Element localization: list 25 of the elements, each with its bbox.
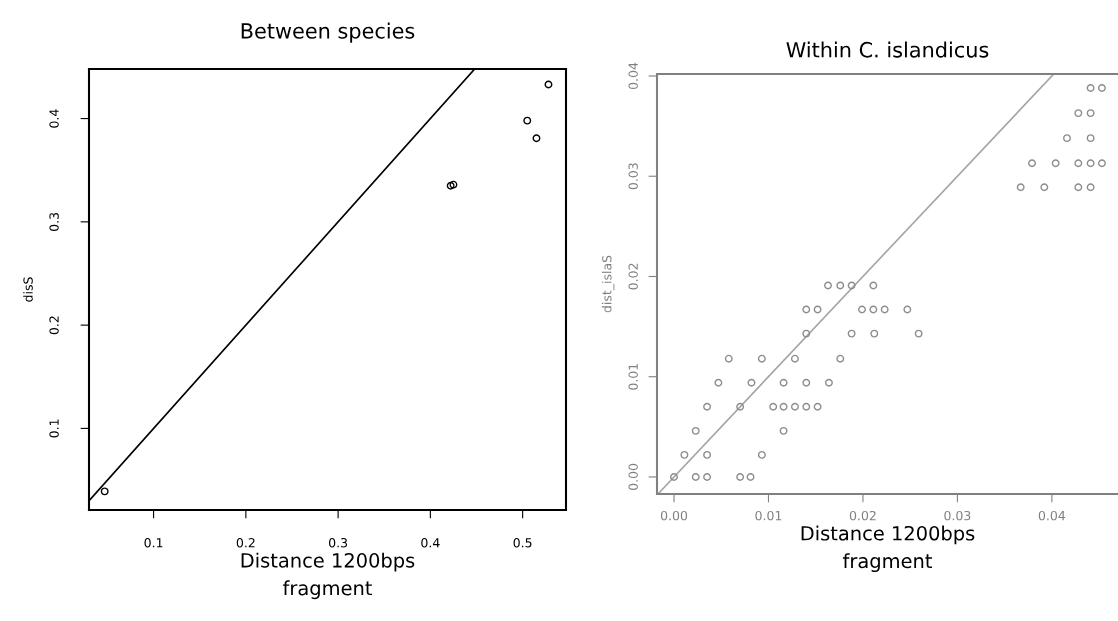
y-tick-label: 0.01 bbox=[628, 363, 638, 390]
y-axis-title: dist_islaS bbox=[601, 255, 615, 313]
x-tick-label: 0.3 bbox=[329, 538, 348, 548]
x-tick-label: 0.04 bbox=[1038, 510, 1066, 521]
x-axis-title: Distance 1200bps fragment bbox=[801, 525, 975, 573]
y-tick-label: 0.2 bbox=[49, 316, 59, 335]
x-tick-label: 0.02 bbox=[849, 510, 876, 521]
x-tick-label: 0.03 bbox=[944, 510, 971, 521]
x-axis-title: Distance 1200bps fragment bbox=[241, 552, 415, 600]
x-tick-label: 0.01 bbox=[755, 510, 782, 521]
chart-title: Between species bbox=[241, 22, 415, 43]
x-tick-label: 0.00 bbox=[660, 510, 688, 521]
chart-title: Within C. islandicus bbox=[786, 41, 989, 58]
x-tick-label: 0.2 bbox=[236, 538, 255, 548]
x-tick-label: 0.5 bbox=[513, 538, 532, 548]
y-tick-label: 0.02 bbox=[628, 263, 638, 290]
y-tick-label: 0.00 bbox=[628, 463, 638, 491]
y-tick-label: 0.3 bbox=[49, 212, 59, 231]
y-tick-label: 0.1 bbox=[49, 419, 59, 438]
x-tick-label: 0.1 bbox=[144, 538, 163, 548]
y-axis-title: disS bbox=[23, 277, 33, 302]
y-tick-label: 0.04 bbox=[628, 62, 638, 90]
y-tick-label: 0.03 bbox=[628, 163, 638, 190]
x-tick-label: 0.4 bbox=[421, 538, 440, 548]
y-tick-label: 0.4 bbox=[49, 109, 59, 128]
